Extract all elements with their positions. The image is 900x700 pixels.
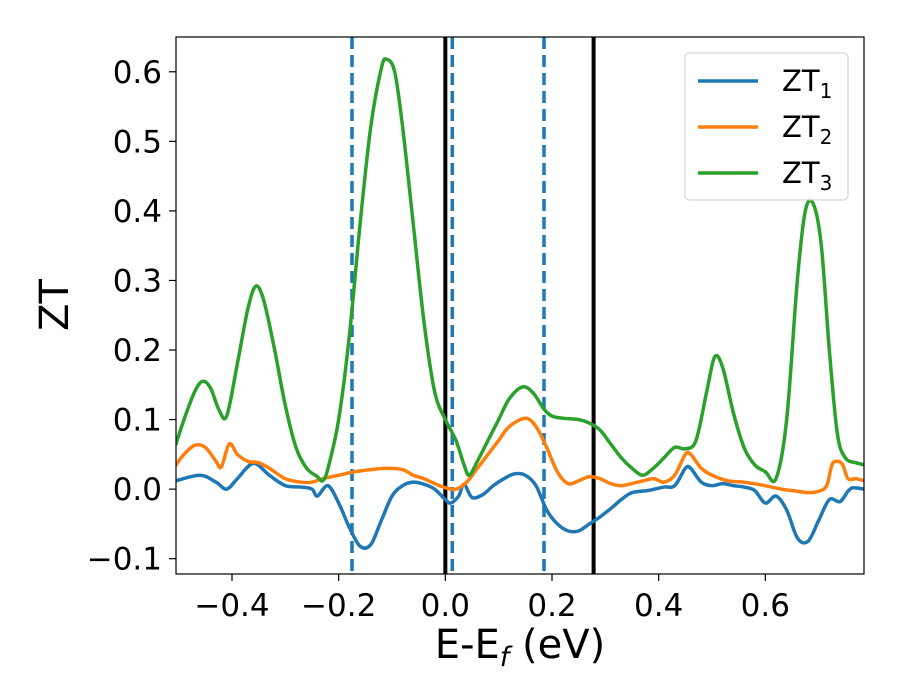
reference-lines xyxy=(350,37,596,574)
series-line-zt3 xyxy=(176,57,864,484)
x-tick-label: −0.2 xyxy=(301,588,376,624)
y-tick-label: 0.0 xyxy=(113,472,162,508)
x-axis-label: E-Ef (eV) xyxy=(435,622,605,673)
series-line-zt1 xyxy=(176,461,864,550)
legend-items: ZT1 ZT2 ZT3 xyxy=(698,64,832,195)
y-tick-label: 0.4 xyxy=(113,194,162,230)
y-axis-ticks: −0.1 0.0 0.1 0.2 0.3 0.4 0.5 0.6 xyxy=(87,55,176,578)
x-tick-label: 0.4 xyxy=(634,588,683,624)
x-tick-label: 0.0 xyxy=(421,588,470,624)
y-tick-label: −0.1 xyxy=(87,542,162,578)
x-axis-label-unit: (eV) xyxy=(509,622,605,668)
y-tick-label: 0.5 xyxy=(113,124,162,160)
y-tick-label: 0.1 xyxy=(113,403,162,439)
legend-label-zt2: ZT2 xyxy=(782,110,832,149)
legend-label-zt1: ZT1 xyxy=(782,64,832,103)
x-tick-label: −0.4 xyxy=(194,588,269,624)
plot-frame xyxy=(175,36,865,575)
y-tick-label: 0.3 xyxy=(113,263,162,299)
y-axis-label: ZT xyxy=(32,279,78,331)
x-tick-label: 0.2 xyxy=(527,588,576,624)
x-tick-label: 0.6 xyxy=(741,588,790,624)
series-layer xyxy=(176,57,864,550)
x-axis-label-main: E-E xyxy=(435,622,500,668)
x-axis-ticks: −0.4 −0.2 0.0 0.2 0.4 0.6 xyxy=(194,574,790,624)
y-tick-label: 0.6 xyxy=(113,55,162,91)
y-tick-label: 0.2 xyxy=(113,333,162,369)
series-line-zt2 xyxy=(176,416,864,495)
legend-box xyxy=(684,52,849,201)
legend-label-zt3: ZT3 xyxy=(782,156,832,195)
legend: ZT1 ZT2 ZT3 xyxy=(684,52,849,201)
